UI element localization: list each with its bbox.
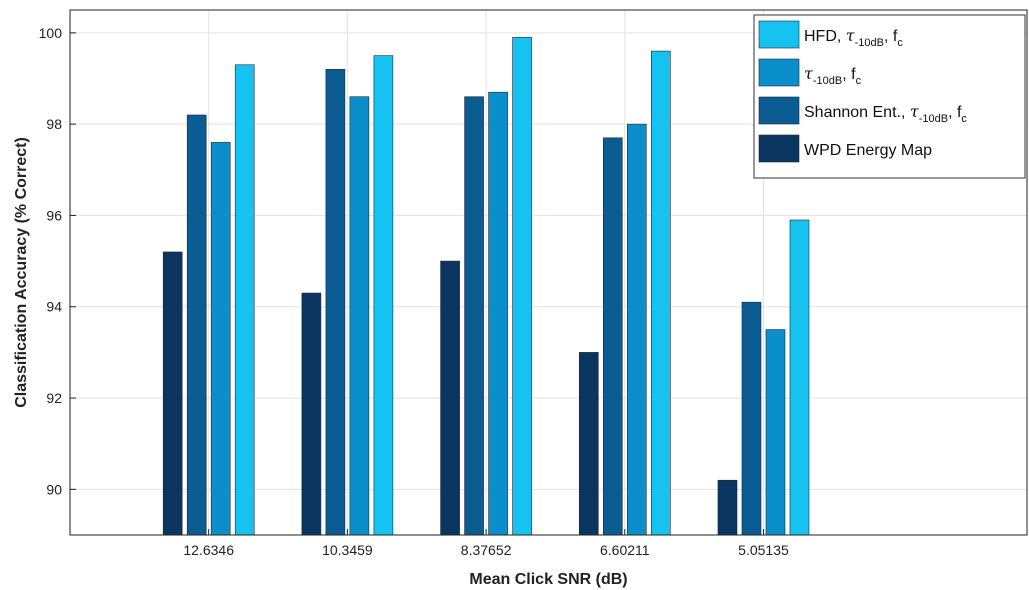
bar: [464, 96, 484, 536]
bar: [789, 219, 810, 536]
bar: [578, 352, 599, 536]
legend-text-part: WPD Energy Map: [804, 142, 932, 159]
bar: [602, 137, 623, 536]
bar: [741, 301, 762, 536]
bar: [626, 123, 647, 536]
legend-text-part: , f: [884, 28, 898, 45]
bar: [234, 64, 255, 536]
x-tick-label: 6.60211: [600, 542, 650, 558]
bar: [162, 251, 183, 536]
legend-text-part: -10dB: [813, 75, 842, 87]
legend-text-part: c: [961, 113, 967, 125]
legend-entry: HFD, τ-10dB, fc: [804, 26, 903, 49]
bar: [717, 479, 738, 536]
bar: [186, 114, 207, 536]
legend-entry: Shannon Ent., τ-10dB, fc: [804, 102, 967, 125]
legend-swatch: [758, 58, 800, 87]
legend-text-part: c: [856, 75, 862, 87]
y-tick-label: 100: [39, 25, 63, 41]
bar: [373, 55, 394, 536]
bar: [301, 292, 322, 536]
x-tick-label: 10.3459: [322, 542, 373, 558]
y-tick-label: 90: [46, 481, 62, 497]
legend-text-part: c: [897, 37, 903, 49]
legend-text-part: Shannon Ent.,: [804, 104, 910, 121]
legend-entry: τ-10dB, fc: [804, 64, 862, 87]
x-tick-label: 12.6346: [183, 542, 234, 558]
legend-text-part: τ: [910, 102, 920, 121]
bar: [440, 260, 460, 536]
x-tick-label: 5.05135: [738, 542, 789, 558]
legend-text-part: τ: [804, 64, 814, 83]
legend-text-part: -10dB: [919, 113, 948, 125]
bar: [210, 142, 231, 536]
plot-frame: [69, 9, 1028, 536]
y-tick-label: 98: [46, 116, 62, 132]
legend-swatch: [758, 96, 800, 125]
legend-text-part: τ: [846, 26, 856, 45]
bar: [325, 69, 346, 536]
legend-text-part: , f: [948, 104, 962, 121]
legend-swatch: [758, 20, 800, 49]
legend-entry: WPD Energy Map: [804, 142, 932, 159]
bar: [488, 91, 508, 536]
x-tick-label: 8.37652: [461, 542, 512, 558]
legend-text-part: HFD,: [804, 28, 846, 45]
bar: [650, 50, 671, 536]
bar: [512, 37, 532, 536]
y-tick-label: 94: [46, 299, 62, 315]
legend-swatch: [758, 134, 800, 163]
y-tick-label: 92: [46, 390, 62, 406]
bar: [765, 329, 786, 536]
legend-text-part: -10dB: [855, 37, 884, 49]
y-tick-label: 96: [46, 207, 62, 223]
legend-text-part: , f: [842, 66, 856, 83]
y-axis-label: Classification Accuracy (% Correct): [13, 137, 30, 408]
bar: [349, 96, 370, 536]
axis-ticks: 90 92 94 96 98 100 12.6346 10.3459 8.37652 6.6021…: [39, 25, 789, 558]
x-axis-label: Mean Click SNR (dB): [469, 571, 627, 588]
